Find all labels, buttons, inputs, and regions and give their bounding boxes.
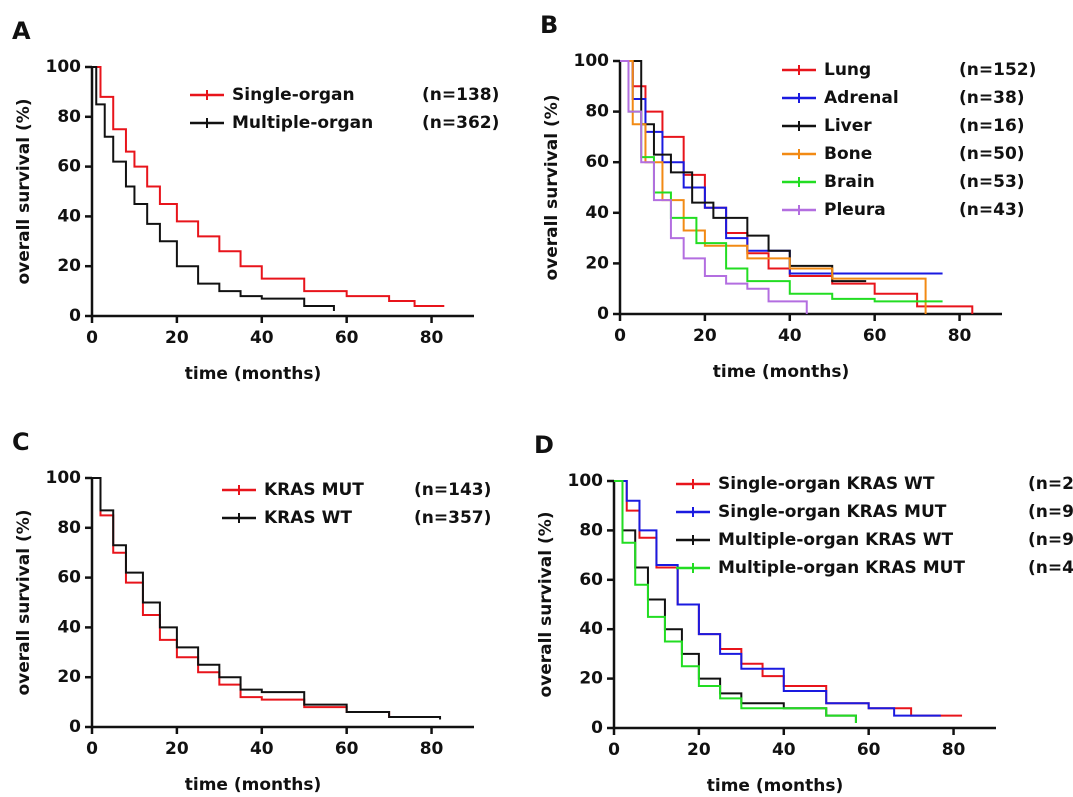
y-tick-label: 80: [579, 520, 603, 540]
legend-n: (n=99): [1028, 502, 1073, 522]
legend-n: (n=43): [959, 200, 1025, 220]
y-tick-label: 0: [69, 306, 81, 326]
legend-name: Multiple-organ: [232, 113, 373, 133]
legend-n: (n=138): [422, 85, 499, 105]
legend-n: (n=50): [959, 144, 1025, 164]
legend-n: (n=94): [1028, 530, 1073, 550]
y-tick-label: 40: [57, 617, 81, 637]
y-tick-label: 100: [46, 57, 82, 77]
legend-name: Single-organ KRAS WT: [718, 474, 935, 494]
legend-n: (n=362): [422, 113, 499, 133]
y-tick-label: 20: [585, 253, 609, 273]
survival-curve: [92, 477, 442, 720]
survival-curve: [620, 60, 808, 314]
x-tick-label: 60: [863, 326, 887, 346]
x-tick-label: 40: [250, 328, 274, 348]
legend-name: Multiple-organ KRAS WT: [718, 530, 953, 550]
legend-name: Multiple-organ KRAS MUT: [718, 558, 965, 578]
legend-name: Single-organ: [232, 85, 355, 105]
survival-curve: [614, 480, 857, 724]
legend-n: (n=357): [414, 508, 491, 528]
x-tick-label: 0: [86, 739, 98, 759]
x-tick-label: 20: [165, 328, 189, 348]
legend-name: Single-organ KRAS MUT: [718, 502, 947, 522]
y-tick-label: 80: [585, 102, 609, 122]
x-tick-label: 0: [86, 328, 98, 348]
x-axis-label: time (months): [185, 775, 322, 795]
legend-name: Lung: [824, 60, 871, 80]
legend-name: Brain: [824, 172, 875, 192]
legend-n: (n=16): [959, 116, 1025, 136]
legend-name: Adrenal: [824, 88, 899, 108]
survival-curve: [92, 66, 445, 308]
panel-label: B: [540, 11, 558, 39]
survival-curve: [92, 66, 335, 312]
legend-name: KRAS MUT: [264, 480, 364, 500]
legend-name: Bone: [824, 144, 872, 164]
y-tick-label: 60: [579, 570, 603, 590]
x-tick-label: 40: [250, 739, 274, 759]
legend-n: (n=38): [959, 88, 1025, 108]
y-tick-label: 40: [57, 206, 81, 226]
x-tick-label: 20: [165, 739, 189, 759]
y-tick-label: 20: [57, 667, 81, 687]
y-tick-label: 20: [57, 256, 81, 276]
x-tick-label: 80: [420, 739, 444, 759]
x-tick-label: 40: [778, 326, 802, 346]
y-tick-label: 40: [579, 619, 603, 639]
x-tick-label: 60: [335, 328, 359, 348]
x-tick-label: 0: [614, 326, 626, 346]
y-axis-label: overall survival (%): [536, 511, 556, 697]
y-tick-label: 100: [46, 468, 82, 488]
panel-label: D: [534, 431, 554, 459]
survival-curve: [620, 60, 927, 314]
legend-name: KRAS WT: [264, 508, 352, 528]
y-tick-label: 100: [574, 51, 610, 71]
panel-label: A: [12, 17, 31, 45]
x-tick-label: 20: [687, 740, 711, 760]
legend-n: (n=263): [1028, 474, 1073, 494]
x-tick-label: 0: [608, 740, 620, 760]
y-tick-label: 0: [597, 304, 609, 324]
y-axis-label: overall survival (%): [14, 98, 34, 284]
legend-n: (n=152): [959, 60, 1036, 80]
x-tick-label: 60: [335, 739, 359, 759]
x-tick-label: 80: [942, 740, 966, 760]
y-tick-label: 60: [57, 157, 81, 177]
y-axis-label: overall survival (%): [14, 509, 34, 695]
legend-n: (n=53): [959, 172, 1025, 192]
survival-curve: [614, 480, 941, 717]
y-tick-label: 0: [69, 717, 81, 737]
x-axis-label: time (months): [185, 364, 322, 384]
y-tick-label: 40: [585, 203, 609, 223]
y-tick-label: 80: [57, 107, 81, 127]
y-tick-label: 100: [568, 471, 604, 491]
y-tick-label: 80: [57, 518, 81, 538]
legend-n: (n=143): [414, 480, 491, 500]
x-axis-label: time (months): [713, 362, 850, 382]
y-tick-label: 60: [585, 152, 609, 172]
x-tick-label: 60: [857, 740, 881, 760]
x-tick-label: 80: [420, 328, 444, 348]
survival-curve: [92, 477, 415, 719]
y-axis-label: overall survival (%): [542, 94, 562, 280]
y-tick-label: 60: [57, 568, 81, 588]
y-tick-label: 0: [591, 718, 603, 738]
panel-label: C: [12, 428, 30, 456]
legend-name: Liver: [824, 116, 872, 136]
y-tick-label: 20: [579, 669, 603, 689]
legend-name: Pleura: [824, 200, 886, 220]
x-tick-label: 80: [948, 326, 972, 346]
x-tick-label: 20: [693, 326, 717, 346]
legend-n: (n=44): [1028, 558, 1073, 578]
x-tick-label: 40: [772, 740, 796, 760]
x-axis-label: time (months): [707, 776, 844, 796]
